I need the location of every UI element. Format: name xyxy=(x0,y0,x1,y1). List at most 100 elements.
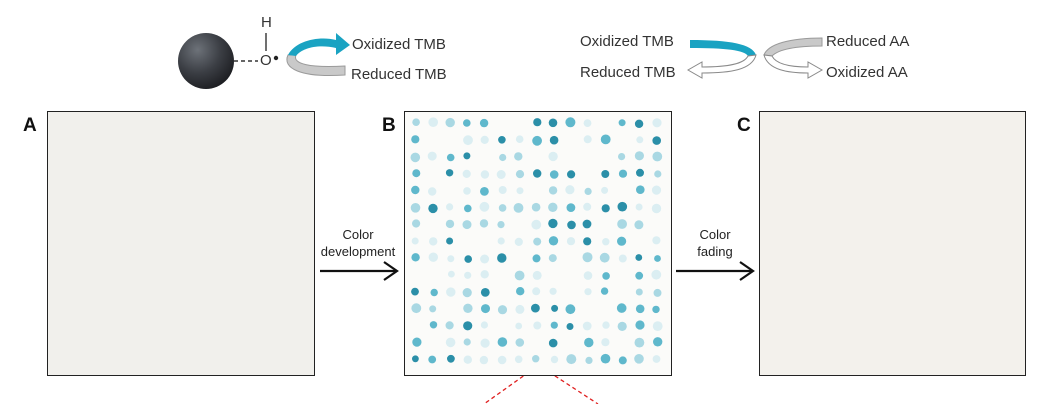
reaction-dot xyxy=(550,321,558,329)
radical-dot xyxy=(273,55,279,61)
reaction-dot xyxy=(652,336,662,346)
reaction-dot xyxy=(532,253,540,262)
atom-o-label: O xyxy=(260,52,272,69)
reaction-dot xyxy=(547,202,557,212)
reaction-dot xyxy=(564,116,575,127)
reaction-dot xyxy=(497,135,506,144)
reaction-dot xyxy=(566,169,575,178)
arrow-oxidized-tmb xyxy=(288,33,350,56)
reaction-dot xyxy=(617,321,627,331)
reaction-dot xyxy=(445,168,453,176)
reaction-dot xyxy=(514,270,524,280)
reaction-dot xyxy=(582,321,592,330)
reaction-dot xyxy=(498,185,507,194)
arrow-to-oxidized-aa xyxy=(763,54,824,79)
reaction-dot xyxy=(635,288,643,295)
reaction-dot xyxy=(411,354,419,362)
reaction-dot xyxy=(600,337,609,346)
reaction-dot xyxy=(445,117,455,127)
reaction-dot xyxy=(532,321,541,329)
reaction-dot xyxy=(548,185,557,195)
reaction-dot xyxy=(480,169,489,179)
reaction-dot xyxy=(480,303,490,313)
reaction-dot xyxy=(600,134,611,144)
reaction-dot xyxy=(565,303,575,314)
reaction-dot xyxy=(566,202,575,212)
reaction-dot xyxy=(445,286,455,297)
reaction-dot xyxy=(411,218,420,228)
step-development-line1: Color xyxy=(342,227,374,242)
reaction-dot xyxy=(635,168,644,177)
reaction-dot xyxy=(547,151,558,161)
reaction-dot xyxy=(463,271,471,279)
reaction-dot xyxy=(496,169,506,179)
reaction-dot xyxy=(582,236,591,245)
reaction-dot xyxy=(601,203,610,212)
reaction-dot xyxy=(550,304,558,312)
reaction-dot xyxy=(651,185,661,195)
label-oxidized-tmb-left: Oxidized TMB xyxy=(352,36,446,53)
reaction-dot xyxy=(428,304,436,312)
reaction-dot xyxy=(532,168,541,178)
reaction-dot xyxy=(532,117,541,126)
reaction-dot xyxy=(651,203,661,213)
panel-c-paper xyxy=(759,111,1026,376)
reaction-dot xyxy=(652,320,663,331)
panel-b-paper xyxy=(404,111,672,376)
reaction-dot xyxy=(410,302,421,313)
reaction-dot xyxy=(497,355,506,364)
reaction-dot xyxy=(531,354,539,362)
reaction-dot xyxy=(582,219,591,228)
reaction-dot xyxy=(617,201,627,211)
reaction-dot xyxy=(651,151,662,161)
reaction-dot xyxy=(653,169,661,178)
reaction-dot xyxy=(463,254,472,263)
reaction-dot xyxy=(462,186,471,195)
reaction-dot xyxy=(634,253,642,261)
reaction-dot xyxy=(583,337,593,347)
reaction-dot xyxy=(566,220,576,229)
reaction-dot xyxy=(445,219,454,228)
reaction-dot xyxy=(634,337,644,347)
reaction-dot xyxy=(480,320,488,329)
reaction-dot xyxy=(618,169,627,178)
reaction-dot xyxy=(635,304,644,313)
reaction-dot xyxy=(515,134,523,143)
reaction-dot xyxy=(411,168,420,177)
step-color-fading: Color fading xyxy=(680,226,750,260)
reaction-dot xyxy=(618,355,627,364)
reaction-dot xyxy=(515,286,524,295)
reaction-dot xyxy=(651,117,662,127)
reaction-dot xyxy=(462,303,473,313)
dot-array xyxy=(410,116,663,364)
arrow-reduced-aa xyxy=(763,37,823,57)
reaction-dot xyxy=(428,252,438,262)
reaction-dot xyxy=(634,271,643,280)
atom-h-label: H xyxy=(261,14,272,31)
reaction-dot xyxy=(463,337,471,346)
reaction-dot xyxy=(634,319,645,330)
label-reduced-aa: Reduced AA xyxy=(826,33,910,50)
reaction-dot xyxy=(582,202,591,211)
reaction-dot xyxy=(583,134,592,143)
reaction-dot xyxy=(549,135,558,144)
reaction-dot xyxy=(496,220,505,228)
reaction-dot xyxy=(652,354,660,363)
reaction-dot xyxy=(600,169,609,178)
reaction-dot xyxy=(514,322,522,329)
arrow-tmb-reduction xyxy=(690,40,756,56)
reaction-dot xyxy=(516,186,523,194)
reaction-dot xyxy=(479,355,488,364)
reaction-dot xyxy=(480,338,490,348)
reaction-dot xyxy=(547,218,558,228)
arrow-reduced-tmb xyxy=(286,54,346,77)
reaction-dot xyxy=(531,135,542,146)
reaction-dot xyxy=(514,237,523,246)
reaction-dot xyxy=(446,354,455,363)
reaction-dot xyxy=(498,203,506,212)
reaction-dot xyxy=(479,186,489,196)
reaction-dot xyxy=(480,287,490,297)
reaction-dot xyxy=(427,203,438,213)
reaction-dot xyxy=(531,202,540,211)
reaction-dot xyxy=(480,269,489,278)
